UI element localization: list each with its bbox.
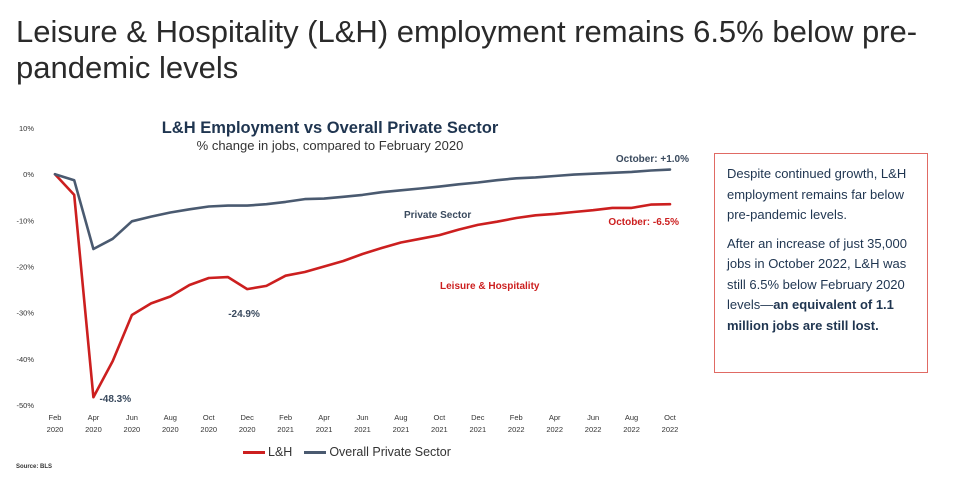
chart-legend: L&H Overall Private Sector [243, 445, 463, 459]
x-tick-label-month: Apr [549, 413, 561, 422]
x-tick-label-year: 2022 [623, 425, 640, 434]
y-axis: 10% 0% -10% -20% -30% -40% -50% [16, 124, 34, 410]
x-tick-label-year: 2020 [124, 425, 141, 434]
y-tick-label: -20% [16, 263, 34, 272]
x-tick-label-year: 2020 [85, 425, 102, 434]
x-tick-label-month: Aug [625, 413, 638, 422]
y-tick-label: -10% [16, 216, 34, 225]
x-axis: Feb 2020 Apr 2020 Jun 2020 Aug 2020 Oct 2020 Dec 20… [47, 413, 679, 434]
annotation-lh-dec-2020: -24.9% [228, 309, 260, 320]
x-tick-label-year: 2020 [239, 425, 256, 434]
annotation-lh-october: October: -6.5% [608, 217, 679, 228]
y-tick-label: 10% [19, 124, 34, 133]
x-tick-label-month: Aug [164, 413, 177, 422]
annotation-private-series-label: Private Sector [404, 210, 471, 221]
x-tick-label-month: Oct [434, 413, 447, 422]
y-tick-label: -30% [16, 309, 34, 318]
x-tick-label-year: 2022 [508, 425, 525, 434]
x-tick-label-year: 2022 [662, 425, 679, 434]
y-tick-label: -40% [16, 355, 34, 364]
x-tick-label-year: 2021 [431, 425, 448, 434]
x-tick-label-year: 2020 [200, 425, 217, 434]
callout-paragraph-1: Despite continued growth, L&H employment… [727, 166, 907, 222]
x-tick-label-year: 2021 [354, 425, 371, 434]
x-tick-label-year: 2022 [585, 425, 602, 434]
series-line-private [53, 168, 672, 251]
x-tick-label-month: Feb [49, 413, 62, 422]
chart-title: L&H Employment vs Overall Private Sector [162, 119, 499, 137]
callout-box: Despite continued growth, L&H employment… [714, 153, 928, 373]
chart-series [53, 168, 672, 399]
x-tick-label-month: Dec [471, 413, 485, 422]
x-tick-label-year: 2021 [469, 425, 486, 434]
x-tick-label-month: Dec [241, 413, 255, 422]
x-tick-label-year: 2021 [316, 425, 333, 434]
page-headline: Leisure & Hospitality (L&H) employment r… [16, 14, 918, 85]
x-tick-label-month: Feb [510, 413, 523, 422]
x-tick-label-year: 2021 [277, 425, 294, 434]
x-tick-label-month: Oct [664, 413, 677, 422]
source-note: Source: BLS [16, 464, 53, 470]
legend-label-private: Overall Private Sector [329, 445, 451, 459]
x-tick-label-year: 2022 [546, 425, 563, 434]
x-tick-label-month: Aug [394, 413, 407, 422]
annotation-lh-low: -48.3% [99, 394, 131, 405]
callout-paragraph-2-text: After an increase of just 35,000 jobs in… [727, 235, 907, 313]
x-tick-label-month: Jun [587, 413, 599, 422]
legend-item-private: Overall Private Sector [304, 445, 451, 459]
x-tick-label-month: Apr [88, 413, 100, 422]
x-tick-label-month: Jun [356, 413, 368, 422]
legend-item-lh: L&H [243, 445, 292, 459]
x-tick-label-month: Feb [279, 413, 292, 422]
callout-emphasis: an equivalent of 1.1 million jobs are st… [727, 297, 894, 333]
chart-annotations: -48.3% -24.9% Leisure & Hospitality October… [99, 154, 689, 405]
x-tick-label-year: 2021 [393, 425, 410, 434]
y-tick-label: 0% [23, 170, 34, 179]
x-tick-label-year: 2020 [162, 425, 179, 434]
legend-swatch-lh [243, 450, 265, 454]
series-line-lh [53, 172, 672, 399]
y-tick-label: -50% [16, 401, 34, 410]
legend-label-lh: L&H [268, 445, 293, 459]
x-tick-label-month: Jun [126, 413, 138, 422]
callout-paragraph-2: After an increase of just 35,000 jobs in… [727, 234, 917, 337]
x-tick-label-month: Apr [318, 413, 330, 422]
annotation-lh-series-label: Leisure & Hospitality [440, 281, 540, 292]
legend-swatch-private [304, 450, 327, 454]
x-tick-label-year: 2020 [47, 425, 64, 434]
x-tick-label-month: Oct [203, 413, 216, 422]
chart-subtitle: % change in jobs, compared to February 2… [197, 138, 464, 153]
annotation-private-october: October: +1.0% [616, 154, 689, 165]
